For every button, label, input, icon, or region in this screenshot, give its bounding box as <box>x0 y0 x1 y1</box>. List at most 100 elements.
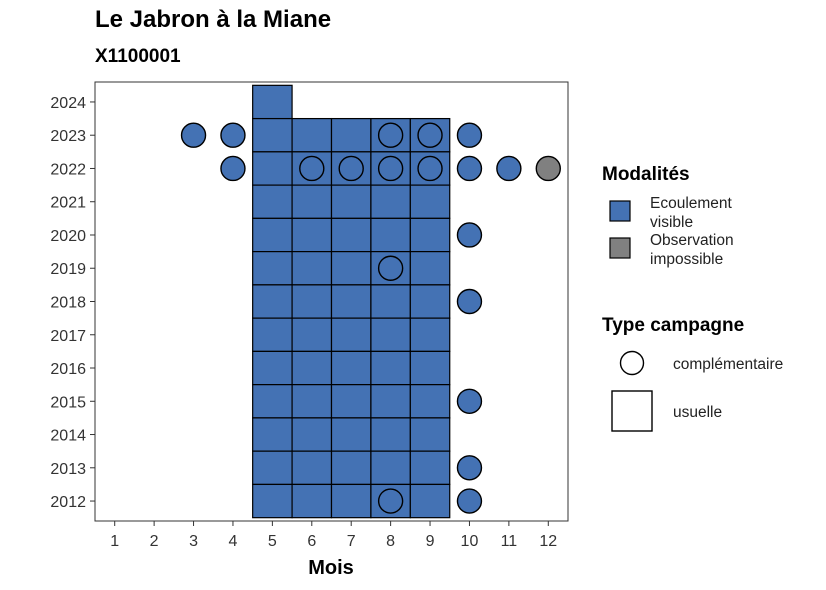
usuelle-square-2021-8 <box>370 184 411 219</box>
complementaire-circle-2013-10 <box>456 455 483 481</box>
y-tick-label-2013: 2013 <box>50 461 86 478</box>
usuelle-square-2016-8 <box>370 350 411 386</box>
x-tick-label-11: 11 <box>501 533 518 550</box>
usuelle-square-2014-5 <box>252 417 293 452</box>
usuelle-square-2017-8 <box>370 317 411 352</box>
y-tick-label-2021: 2021 <box>50 195 86 212</box>
legend-label-modalite-1-line2: impossible <box>650 251 723 268</box>
legend-key-type-circle <box>619 350 645 376</box>
usuelle-square-2023-6 <box>291 117 333 153</box>
legend-key-modalite-0 <box>609 200 631 222</box>
complementaire-circle-2022-12 <box>535 155 561 182</box>
usuelle-square-2017-7 <box>330 317 372 352</box>
legend-label-modalite-0-line1: Ecoulement <box>650 195 733 212</box>
complementaire-circle-2022-9 <box>417 155 443 182</box>
usuelle-square-2019-6 <box>291 251 333 286</box>
usuelle-square-2012-9 <box>409 483 451 519</box>
usuelle-square-2020-5 <box>252 217 293 253</box>
usuelle-square-2020-7 <box>330 217 372 253</box>
usuelle-square-2015-9 <box>409 384 451 419</box>
usuelle-square-2016-9 <box>409 350 451 386</box>
usuelle-square-2024-5 <box>252 84 293 120</box>
x-tick-label-10: 10 <box>461 533 479 550</box>
usuelle-square-2019-9 <box>409 251 451 286</box>
usuelle-square-2012-5 <box>252 483 293 519</box>
usuelle-square-2014-6 <box>291 417 333 452</box>
complementaire-circle-2023-4 <box>220 122 246 148</box>
chart-axes: 1 2 3 4 5 6 7 8 9 10 11 122012201320142015201620172… <box>50 81 569 550</box>
usuelle-square-2015-5 <box>252 384 293 419</box>
legend-title-modalites: Modalités <box>602 164 690 185</box>
x-tick-label-2: 2 <box>150 533 159 550</box>
complementaire-circle-2018-10 <box>456 288 483 315</box>
complementaire-circle-2012-10 <box>456 488 483 514</box>
y-tick-label-2016: 2016 <box>50 361 86 378</box>
complementaire-circle-2019-8 <box>377 255 404 281</box>
usuelle-square-2021-5 <box>252 184 293 219</box>
complementaire-circle-2020-10 <box>456 222 483 248</box>
usuelle-square-2016-6 <box>291 350 333 386</box>
y-tick-label-2012: 2012 <box>50 494 86 511</box>
complementaire-circle-2023-10 <box>456 122 483 148</box>
usuelle-square-2013-6 <box>291 450 333 486</box>
usuelle-square-2021-9 <box>409 184 451 219</box>
legend-key-modalite-1 <box>609 237 631 259</box>
complementaire-circle-2023-8 <box>377 122 404 148</box>
usuelle-square-2023-5 <box>252 117 293 153</box>
usuelle-square-2015-8 <box>370 384 411 419</box>
usuelle-square-2013-5 <box>252 450 293 486</box>
complementaire-circle-2015-10 <box>456 388 483 414</box>
usuelle-square-2018-6 <box>291 284 333 319</box>
complementaire-circle-2023-9 <box>417 122 443 148</box>
complementaire-circle-2023-3 <box>180 122 207 148</box>
usuelle-square-2017-9 <box>409 317 451 352</box>
usuelle-square-2013-8 <box>370 450 411 486</box>
usuelle-square-2019-5 <box>252 251 293 286</box>
chart-marks <box>95 82 568 521</box>
usuelle-square-2020-9 <box>409 217 451 253</box>
usuelle-square-2012-6 <box>291 483 333 519</box>
legend-label-modalite-1-line1: Observation <box>650 232 734 249</box>
usuelle-square-2023-7 <box>330 117 372 153</box>
usuelle-square-2014-8 <box>370 417 411 452</box>
x-tick-label-6: 6 <box>307 533 316 550</box>
usuelle-square-2018-5 <box>252 284 293 319</box>
usuelle-square-2020-6 <box>291 217 333 253</box>
x-tick-label-9: 9 <box>426 533 435 550</box>
usuelle-square-2021-7 <box>330 184 372 219</box>
usuelle-square-2017-5 <box>252 317 293 352</box>
y-tick-label-2019: 2019 <box>50 261 86 278</box>
usuelle-square-2014-9 <box>409 417 451 452</box>
usuelle-square-2021-6 <box>291 184 333 219</box>
usuelle-square-2016-7 <box>330 350 372 386</box>
legend-label-type-0: complémentaire <box>673 356 783 373</box>
usuelle-square-2019-7 <box>330 251 372 286</box>
legend-key-type-square <box>611 390 653 432</box>
usuelle-square-2018-8 <box>370 284 411 319</box>
x-tick-label-4: 4 <box>229 533 238 550</box>
complementaire-circle-2022-7 <box>338 155 364 182</box>
complementaire-circle-2012-8 <box>377 488 404 514</box>
legend-label-type-1: usuelle <box>673 404 722 421</box>
x-tick-label-1: 1 <box>110 533 119 550</box>
y-tick-label-2017: 2017 <box>50 328 86 345</box>
usuelle-square-2014-7 <box>330 417 372 452</box>
usuelle-square-2018-7 <box>330 284 372 319</box>
y-tick-label-2014: 2014 <box>50 428 86 445</box>
x-tick-label-5: 5 <box>268 533 277 550</box>
x-tick-label-7: 7 <box>347 533 356 550</box>
y-tick-label-2018: 2018 <box>50 295 86 312</box>
y-tick-label-2015: 2015 <box>50 394 86 411</box>
complementaire-circle-2022-10 <box>456 155 483 182</box>
legend-label-modalite-0-line2: visible <box>650 214 693 231</box>
chart-title: Le Jabron à la Miane <box>95 6 332 33</box>
complementaire-circle-2022-8 <box>377 155 404 182</box>
y-tick-label-2022: 2022 <box>50 161 86 178</box>
usuelle-square-2015-6 <box>291 384 333 419</box>
usuelle-square-2015-7 <box>330 384 372 419</box>
usuelle-square-2022-5 <box>252 151 293 186</box>
usuelle-square-2012-7 <box>330 483 372 519</box>
x-tick-label-12: 12 <box>539 533 557 550</box>
